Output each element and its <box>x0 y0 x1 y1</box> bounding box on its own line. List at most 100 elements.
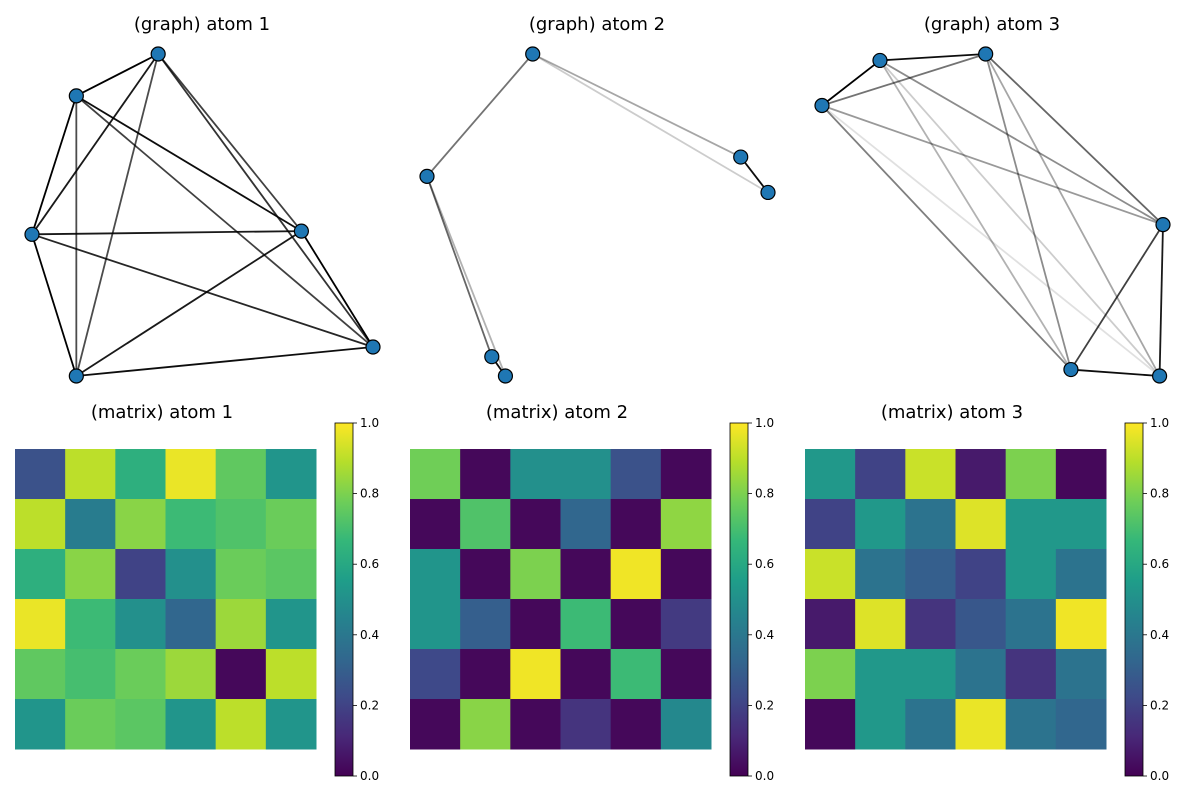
heatmap-cell <box>165 649 217 700</box>
heatmap-cell <box>1055 599 1107 650</box>
heatmap-cell <box>410 649 461 700</box>
heatmap-cell <box>215 449 267 500</box>
graph-edge <box>31 234 78 377</box>
graph-node <box>484 349 500 365</box>
graph-edge <box>75 53 159 97</box>
heatmap-cell <box>65 449 116 500</box>
heatmap-cell <box>15 599 66 650</box>
heatmap-cell <box>65 699 116 750</box>
graph-edge <box>76 346 374 377</box>
graph-node <box>68 368 84 384</box>
graph-node <box>497 368 514 384</box>
heatmap-cell <box>265 699 317 750</box>
colorbar-tick-label: 0.8 <box>755 487 774 501</box>
matrix-title-atom-1: (matrix) atom 1 <box>91 402 233 423</box>
graph-panel-atom-3: (graph) atom 3 <box>814 14 1171 384</box>
graph-edge <box>984 53 1161 377</box>
heatmap-cell <box>660 699 712 750</box>
heatmap-cell <box>1055 699 1107 750</box>
heatmap-cell <box>460 499 511 550</box>
matrix-title-atom-3: (matrix) atom 3 <box>881 402 1023 423</box>
heatmap-cell <box>855 549 906 600</box>
colorbar-tick-label: 0.6 <box>360 557 379 571</box>
graph-edge <box>75 53 160 377</box>
graph-edge <box>879 53 986 62</box>
colorbar-tick-label: 0.4 <box>755 628 774 642</box>
heatmap-cell <box>460 449 511 500</box>
graph-title-atom-3: (graph) atom 3 <box>924 14 1060 35</box>
heatmap-cell <box>15 699 66 750</box>
heatmap-cell <box>1005 649 1057 700</box>
matrix-panel-atom-3: (matrix) atom 3 0.0 0.2 0.4 0.6 0.8 1.0 <box>805 402 1169 783</box>
heatmap-cell <box>1005 599 1057 650</box>
colorbar-tick-label: 0.2 <box>360 698 379 712</box>
heatmap-cell <box>805 599 856 650</box>
graph-title-atom-2: (graph) atom 2 <box>529 14 665 35</box>
heatmap-cell <box>905 599 956 650</box>
colorbar-tick-label: 0.2 <box>755 698 774 712</box>
graph-node <box>293 223 309 239</box>
heatmap-cell <box>165 599 217 650</box>
heatmap-cell <box>905 449 956 500</box>
graph-edge <box>821 104 1072 371</box>
heatmap-cell <box>560 599 612 650</box>
graph-edge <box>821 53 986 107</box>
heatmap-cell <box>215 499 267 550</box>
heatmap-cell <box>855 599 906 650</box>
heatmap-cell <box>855 649 906 700</box>
heatmap-cell <box>15 649 66 700</box>
graph-node <box>365 339 381 355</box>
heatmap-cell <box>610 549 662 600</box>
heatmap-cell <box>265 649 317 700</box>
heatmap-cell <box>410 549 461 600</box>
graph-node <box>24 226 40 242</box>
graph-panel-atom-1: (graph) atom 1 <box>24 14 381 384</box>
heatmap-cell <box>905 699 956 750</box>
heatmap-cell <box>610 449 662 500</box>
heatmap-cell <box>805 549 856 600</box>
graph-edge <box>984 53 1072 370</box>
colorbar-tick-label: 0.2 <box>1150 698 1169 712</box>
heatmap-cell <box>15 499 66 550</box>
graph-edge <box>426 176 507 377</box>
colorbar-tick-label: 1.0 <box>360 416 379 430</box>
heatmap-cell <box>510 699 561 750</box>
heatmap-cell <box>1055 549 1107 600</box>
graph-edge <box>532 53 769 194</box>
heatmap-cell <box>510 449 561 500</box>
graph-panel-atom-2: (graph) atom 2 <box>419 14 776 384</box>
heatmap-cell <box>660 449 712 500</box>
graph-edge <box>75 95 374 348</box>
colorbar-tick-label: 0.8 <box>360 487 379 501</box>
colorbar-tick-label: 0.0 <box>755 769 774 783</box>
heatmap-cell <box>460 699 511 750</box>
graph-edge <box>75 95 302 232</box>
heatmap-cell <box>165 449 217 500</box>
heatmap-cell <box>215 649 267 700</box>
graph-node <box>872 52 888 69</box>
heatmap-cell <box>1055 499 1107 550</box>
heatmap-cell <box>65 649 116 700</box>
heatmap-cell <box>1055 649 1107 700</box>
graph-edge <box>31 230 302 236</box>
heatmap-cell <box>560 649 612 700</box>
graph-node <box>814 97 830 114</box>
heatmap-cell <box>855 449 906 500</box>
heatmap-cell <box>955 599 1007 650</box>
heatmap-cell <box>15 449 66 500</box>
heatmap-cell <box>165 499 217 550</box>
heatmap-cell <box>560 499 612 550</box>
matrix-panel-atom-2: (matrix) atom 2 0.0 0.2 0.4 0.6 0.8 1.0 <box>410 402 774 783</box>
colorbar <box>334 422 354 777</box>
colorbar-tick-label: 1.0 <box>1150 416 1169 430</box>
heatmap-cell <box>265 499 317 550</box>
heatmap-cell <box>855 699 906 750</box>
heatmap-cell <box>610 599 662 650</box>
graph-edge <box>31 53 159 235</box>
heatmap-cell <box>855 499 906 550</box>
graph-node <box>978 46 994 62</box>
heatmap-cell <box>410 699 461 750</box>
graph-title-atom-1: (graph) atom 1 <box>134 14 270 35</box>
heatmap-cell <box>460 599 511 650</box>
